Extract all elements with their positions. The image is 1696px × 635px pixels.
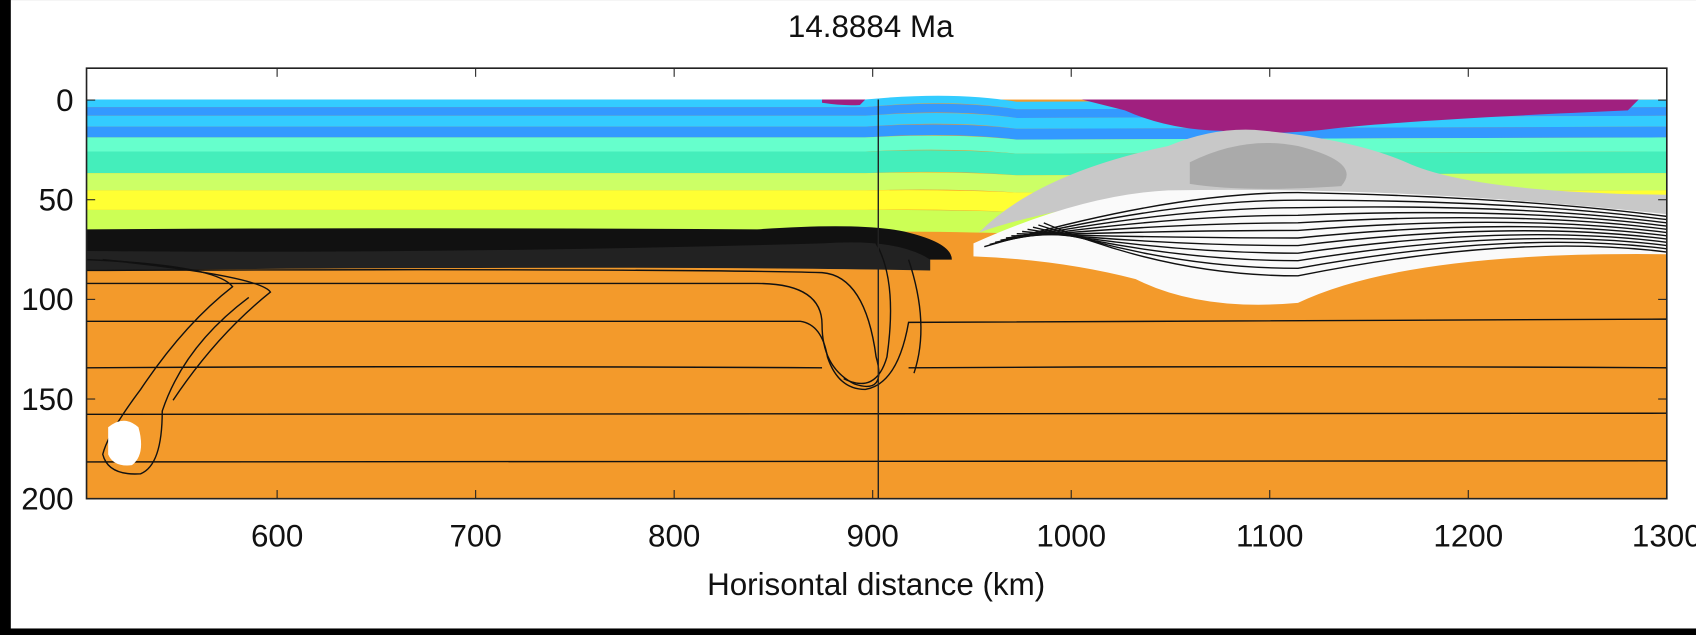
crust-layer xyxy=(86,135,1667,154)
sediment-left xyxy=(822,99,866,106)
plot-frame xyxy=(85,67,1668,500)
air xyxy=(86,68,1667,100)
x-tick-label: 1300 xyxy=(1632,518,1696,553)
contour-line xyxy=(989,199,1667,246)
contour-line xyxy=(86,460,1667,463)
x-tick-label: 1100 xyxy=(1236,518,1303,553)
x-tick-label: 800 xyxy=(648,518,700,553)
contour-line xyxy=(1038,224,1667,269)
contour-line xyxy=(1011,221,1667,237)
y-tick-label: 200 xyxy=(21,481,73,516)
contour-line xyxy=(1027,228,1667,254)
axes: 600 700 800 900 1000 1100 1200 1300 0 50 100 150 200 xyxy=(21,67,1696,553)
x-tick-label: 1200 xyxy=(1433,518,1503,553)
x-tick-label: 900 xyxy=(847,518,899,553)
contour-line xyxy=(86,412,1667,416)
contour-line xyxy=(1043,222,1667,277)
x-axis-label: Horisontal distance (km) xyxy=(707,567,1045,602)
lithosphere xyxy=(86,242,931,271)
contour-line xyxy=(1032,226,1667,262)
contour-line xyxy=(86,269,880,388)
x-tick-label: 700 xyxy=(449,518,501,553)
contour-line xyxy=(86,366,1667,369)
y-tick-label: 150 xyxy=(21,382,73,417)
x-tick-label: 1000 xyxy=(1036,518,1106,553)
gray-core xyxy=(1189,142,1347,189)
contour-line xyxy=(86,318,1667,391)
contour-line xyxy=(1005,216,1667,239)
sediment-top xyxy=(1081,99,1639,133)
contour-line xyxy=(102,258,272,401)
contour-line xyxy=(1000,211,1667,241)
contour-line xyxy=(1016,225,1667,239)
contour-line xyxy=(994,206,1667,244)
y-tick-label: 50 xyxy=(39,183,74,218)
contour-line xyxy=(86,258,250,475)
contour-line xyxy=(1022,230,1667,247)
contour-line xyxy=(907,259,922,374)
contour-line xyxy=(984,191,1667,248)
contour-line xyxy=(843,243,892,385)
chart-title: 14.8884 Ma xyxy=(788,9,954,44)
x-tick-label: 600 xyxy=(251,518,303,553)
model-field xyxy=(86,68,1667,499)
plume-blob xyxy=(108,420,142,466)
y-tick-label: 0 xyxy=(56,83,73,118)
y-tick-label: 100 xyxy=(21,282,73,317)
